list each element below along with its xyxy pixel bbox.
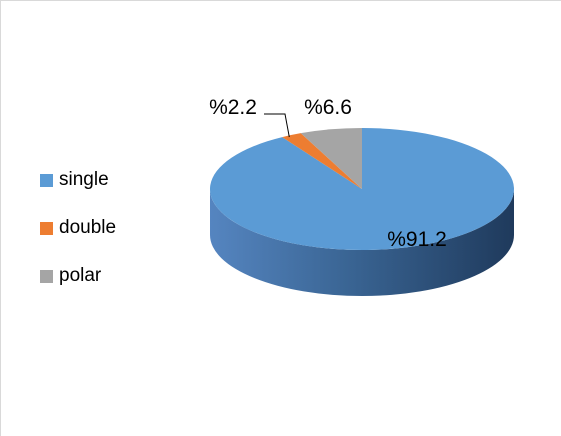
pie-side-single xyxy=(210,189,514,296)
legend-item-single: single xyxy=(40,168,116,192)
legend-swatch-double xyxy=(40,221,53,235)
pie-slice-polar xyxy=(300,128,362,189)
legend-item-double: double xyxy=(40,216,116,240)
legend-label-double: double xyxy=(59,217,117,238)
legend-label-polar: polar xyxy=(59,265,102,286)
data-label-single: %91.2 xyxy=(387,228,447,251)
legend-swatch-single xyxy=(40,173,53,187)
legend-label-single: single xyxy=(59,169,109,190)
legend-item-polar: polar xyxy=(40,264,116,288)
pie-slice-single xyxy=(210,128,515,250)
data-label-polar: %6.6 xyxy=(304,96,352,119)
legend: single double polar xyxy=(40,168,116,312)
data-label-double: %2.2 xyxy=(209,96,257,119)
pie-slice-double xyxy=(282,133,362,189)
leader-line-double xyxy=(264,113,290,138)
legend-swatch-polar xyxy=(40,269,53,283)
